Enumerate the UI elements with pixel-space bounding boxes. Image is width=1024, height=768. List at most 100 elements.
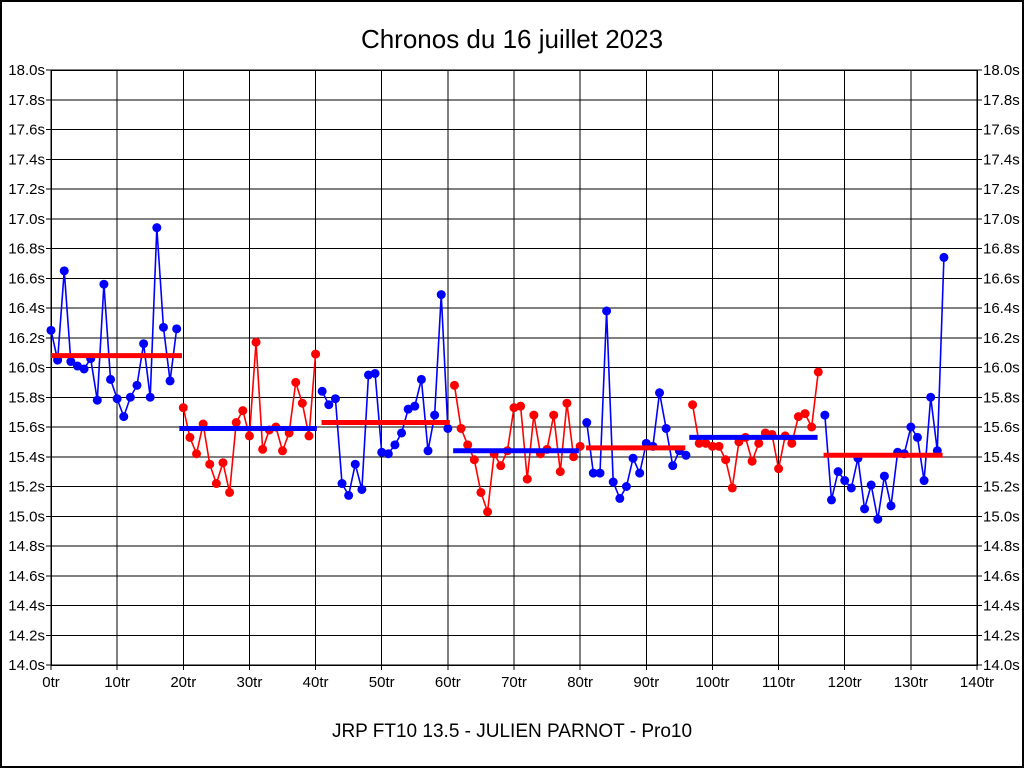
lap-point-stint-2 <box>244 431 254 441</box>
y-tick-label-left: 14.6s <box>8 568 45 585</box>
y-tick-label-right: 14.8s <box>983 538 1020 555</box>
lap-point-stint-5 <box>615 493 625 503</box>
y-tick-label-right: 17.0s <box>983 211 1020 228</box>
y-tick-label-left: 16.0s <box>8 360 45 377</box>
y-tick-label-right: 15.6s <box>983 419 1020 436</box>
lap-point-stint-7 <box>879 471 889 481</box>
lap-point-stint-5 <box>621 482 631 491</box>
lap-point-stint-1 <box>59 266 69 276</box>
chart-title: Chronos du 16 juillet 2023 <box>360 24 664 54</box>
lap-point-stint-4 <box>562 398 572 408</box>
lap-line-stint-3 <box>321 294 449 498</box>
y-tick-label-right: 15.8s <box>983 389 1020 406</box>
lap-point-stint-1 <box>46 325 56 335</box>
lap-point-stint-2 <box>192 449 202 459</box>
lap-point-stint-7 <box>860 504 870 514</box>
x-tick-label: 80tr <box>567 674 593 691</box>
lap-point-stint-6 <box>747 456 757 466</box>
y-tick-label-left: 15.0s <box>8 508 45 525</box>
lap-point-stint-2 <box>211 479 221 489</box>
lap-point-stint-7 <box>873 514 883 524</box>
lap-point-stint-3 <box>443 423 453 433</box>
lap-point-stint-4 <box>463 440 473 450</box>
y-tick-label-right: 17.8s <box>983 92 1020 109</box>
lap-point-stint-1 <box>66 357 76 367</box>
lap-point-stint-7 <box>886 501 896 511</box>
y-tick-label-left: 17.6s <box>8 122 45 139</box>
lap-point-stint-7 <box>826 495 836 505</box>
lap-point-stint-6 <box>694 438 704 448</box>
y-tick-label-left: 14.8s <box>8 538 45 555</box>
y-tick-label-right: 14.6s <box>983 568 1020 585</box>
lap-point-stint-6 <box>774 464 784 474</box>
y-tick-label-right: 17.6s <box>983 122 1020 139</box>
y-tick-label-right: 14.2s <box>983 627 1020 644</box>
lap-point-stint-5 <box>608 477 618 487</box>
plot-border <box>50 69 978 666</box>
lap-point-stint-2 <box>185 432 195 442</box>
lap-point-stint-3 <box>397 428 407 438</box>
x-tick-label: 120tr <box>828 674 862 691</box>
lap-point-stint-1 <box>125 392 135 402</box>
lap-point-stint-7 <box>906 422 916 432</box>
lap-point-stint-7 <box>912 432 922 442</box>
lap-point-stint-2 <box>297 398 307 408</box>
y-tick-label-right: 16.0s <box>983 360 1020 377</box>
y-tick-label-right: 15.2s <box>983 479 1020 496</box>
lap-point-stint-1 <box>158 322 168 332</box>
lap-point-stint-4 <box>529 410 539 420</box>
y-tick-label-left: 15.8s <box>8 389 45 406</box>
lap-point-stint-1 <box>145 392 155 402</box>
lap-point-stint-4 <box>456 423 466 433</box>
y-tick-label-left: 14.2s <box>8 627 45 644</box>
x-tick-label: 30tr <box>236 674 262 691</box>
lap-point-stint-1 <box>99 279 109 289</box>
y-tick-label-left: 16.6s <box>8 270 45 287</box>
lap-point-stint-2 <box>205 459 215 469</box>
lap-point-stint-1 <box>112 394 122 404</box>
lap-point-stint-4 <box>516 401 526 411</box>
lap-point-stint-6 <box>714 441 724 451</box>
lap-point-stint-7 <box>840 476 850 486</box>
lap-point-stint-3 <box>344 490 354 500</box>
lap-point-stint-1 <box>119 412 129 422</box>
y-tick-label-right: 16.6s <box>983 270 1020 287</box>
lap-point-stint-1 <box>106 374 116 384</box>
y-tick-label-right: 16.4s <box>983 300 1020 317</box>
lap-point-stint-4 <box>549 410 559 420</box>
lap-point-stint-3 <box>410 401 420 411</box>
lap-point-stint-2 <box>311 349 321 359</box>
y-tick-label-left: 17.0s <box>8 211 45 228</box>
lap-point-stint-5 <box>595 468 605 478</box>
lap-point-stint-4 <box>476 487 486 497</box>
y-tick-label-right: 18.0s <box>983 62 1020 79</box>
lap-point-stint-7 <box>820 410 830 420</box>
x-tick-label: 90tr <box>633 674 659 691</box>
lap-point-stint-1 <box>132 380 142 390</box>
lap-point-stint-3 <box>430 410 440 420</box>
lap-point-stint-3 <box>383 449 393 459</box>
lap-point-stint-6 <box>813 367 823 377</box>
y-tick-label-left: 14.4s <box>8 598 45 615</box>
lap-point-stint-4 <box>449 380 459 390</box>
chart-footer: JRP FT10 13.5 - JULIEN PARNOT - Pro10 <box>331 721 693 742</box>
lap-point-stint-6 <box>787 438 797 448</box>
lap-point-stint-6 <box>807 422 817 432</box>
y-tick-label-right: 15.0s <box>983 508 1020 525</box>
lap-point-stint-6 <box>754 438 764 448</box>
lap-point-stint-5 <box>582 418 592 428</box>
lap-point-stint-3 <box>330 394 340 404</box>
lap-point-stint-2 <box>291 377 301 387</box>
lap-point-stint-6 <box>688 400 698 410</box>
y-tick-label-right: 17.4s <box>983 151 1020 168</box>
y-tick-label-left: 16.8s <box>8 241 45 258</box>
lap-point-stint-7 <box>939 252 949 262</box>
y-tick-label-right: 17.2s <box>983 181 1020 198</box>
y-tick-label-right: 14.4s <box>983 598 1020 615</box>
lap-point-stint-3 <box>416 374 426 384</box>
lap-point-stint-5 <box>661 423 671 433</box>
x-tick-label: 20tr <box>170 674 196 691</box>
x-tick-label: 110tr <box>762 674 795 691</box>
lap-point-stint-2 <box>304 431 314 441</box>
